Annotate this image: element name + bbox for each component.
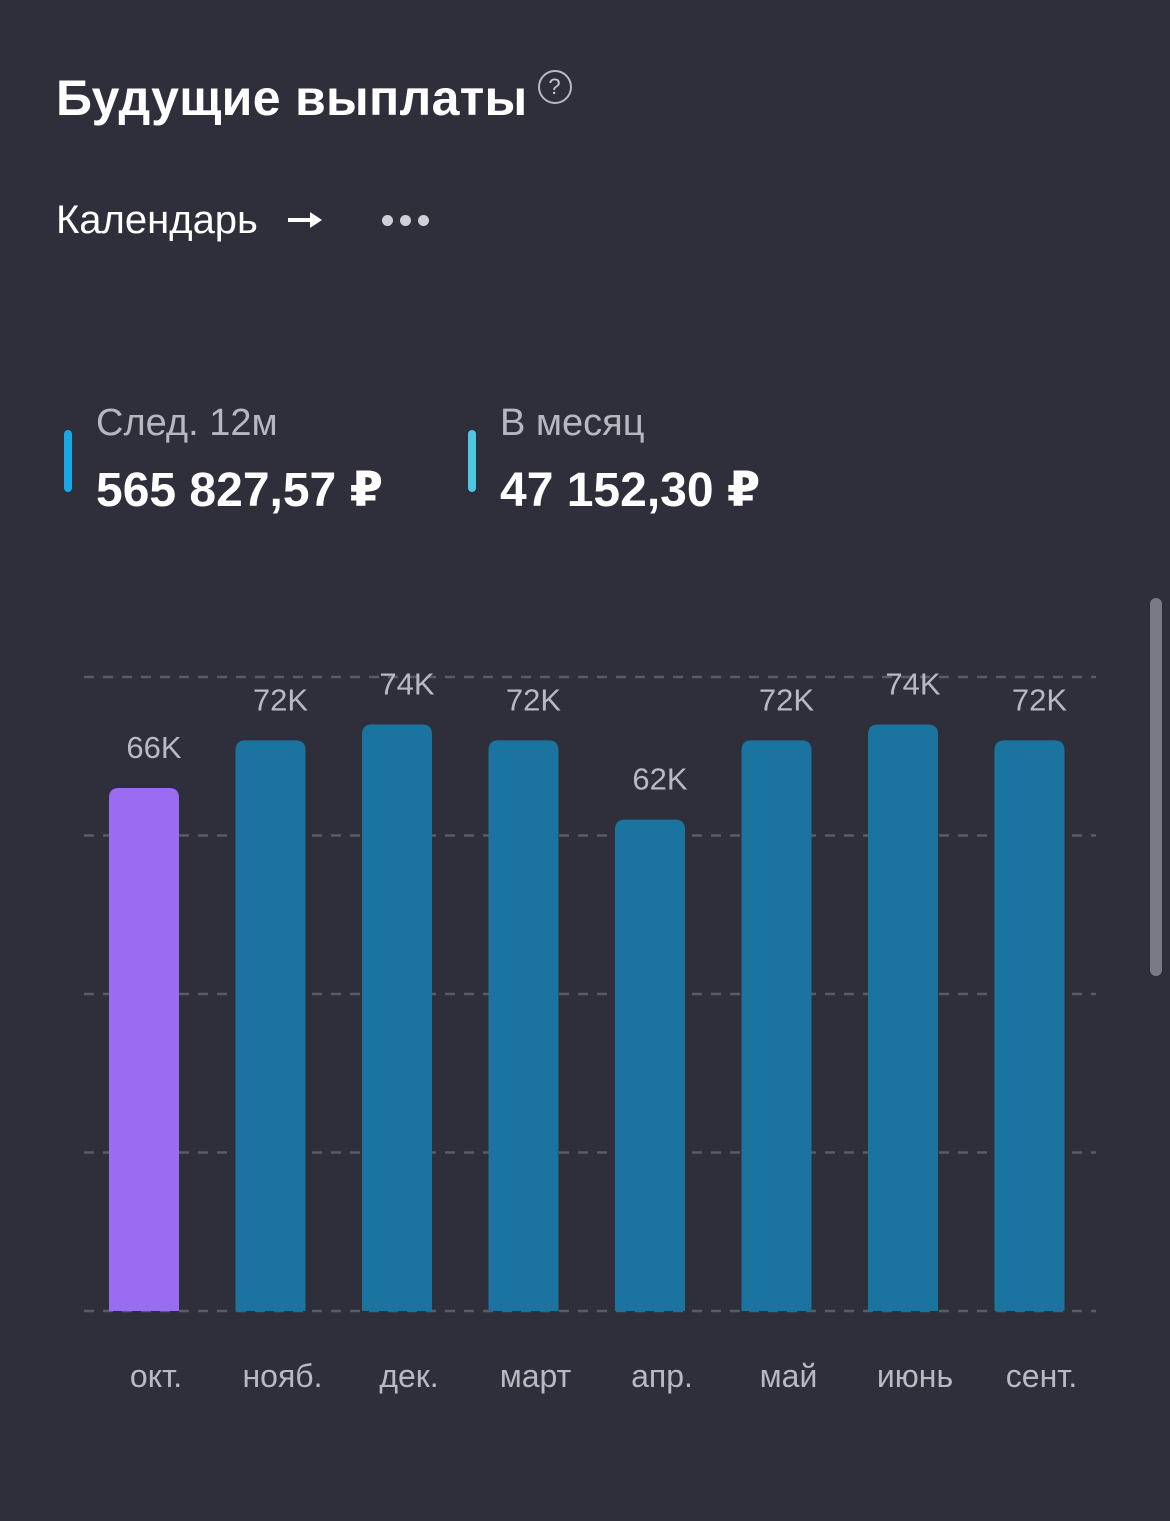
header: Будущие выплаты ? xyxy=(56,68,572,128)
x-tick-label: март xyxy=(500,1358,572,1394)
bar-value-label: 72K xyxy=(1012,682,1067,717)
bar[interactable] xyxy=(109,787,179,1311)
bar-value-label: 74K xyxy=(885,667,940,702)
bar-value-label: 66K xyxy=(126,730,181,765)
more-dots-icon[interactable] xyxy=(381,205,429,236)
bar[interactable] xyxy=(868,724,938,1311)
bar[interactable] xyxy=(741,740,812,1311)
bar[interactable] xyxy=(994,740,1065,1311)
help-icon[interactable]: ? xyxy=(537,70,572,104)
calendar-link[interactable]: Календарь xyxy=(56,198,324,243)
bar[interactable] xyxy=(488,740,559,1311)
bar-value-label: 72K xyxy=(253,682,308,717)
x-tick-label: сент. xyxy=(1006,1358,1077,1394)
bar-value-label: 72K xyxy=(506,682,561,717)
stat-label: В месяц xyxy=(500,402,645,444)
arrow-right-icon xyxy=(287,212,322,228)
dot-icon xyxy=(381,214,393,226)
bar[interactable] xyxy=(362,724,432,1311)
stat-marker xyxy=(64,430,72,492)
payout-bar-chart: 66K окт. 72K нояб. 74K дек. 72K март 62K апр. 72K м… xyxy=(84,667,1096,1394)
calendar-label: Календарь xyxy=(56,197,258,242)
dot-icon xyxy=(399,214,411,226)
stat-value: 565 827,57 ₽ xyxy=(96,464,383,517)
page-title: Будущие выплаты xyxy=(56,70,528,126)
bar-value-label: 72K xyxy=(759,682,814,717)
x-tick-label: дек. xyxy=(379,1358,438,1394)
x-tick-label: окт. xyxy=(130,1358,182,1394)
x-tick-label: нояб. xyxy=(242,1358,322,1394)
bar-value-label: 62K xyxy=(632,762,687,797)
x-tick-label: июнь xyxy=(877,1358,953,1394)
calendar-row: Календарь xyxy=(56,192,429,248)
x-tick-label: апр. xyxy=(631,1358,693,1394)
dot-icon xyxy=(417,214,429,226)
stat-label: След. 12м xyxy=(96,402,278,444)
scrollbar[interactable] xyxy=(1150,598,1162,976)
bar[interactable] xyxy=(615,819,685,1311)
bar[interactable] xyxy=(235,740,306,1311)
stat-value: 47 152,30 ₽ xyxy=(500,464,761,517)
stat-marker xyxy=(468,430,476,492)
x-tick-label: май xyxy=(760,1358,818,1394)
bar-value-label: 74K xyxy=(379,667,434,702)
